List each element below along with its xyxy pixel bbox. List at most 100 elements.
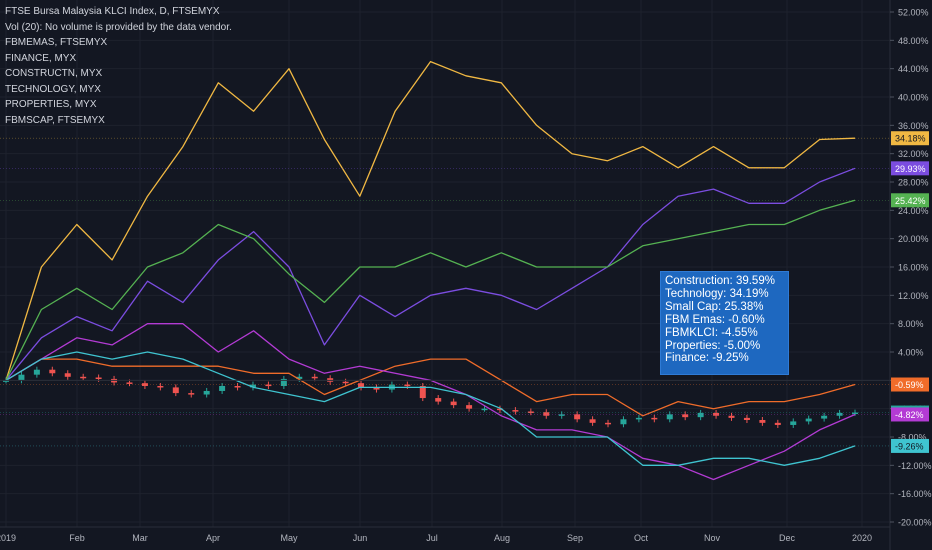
candle-body xyxy=(682,414,689,418)
candle-body xyxy=(481,408,488,411)
price-label-text: -9.26% xyxy=(895,441,924,451)
candle-body xyxy=(311,376,318,379)
y-tick-label: -12.00% xyxy=(898,461,932,471)
candle-body xyxy=(759,420,766,423)
candle-body xyxy=(404,384,411,387)
price-label-text: 29.93% xyxy=(895,164,926,174)
candle-body xyxy=(697,412,704,418)
y-tick-label: 44.00% xyxy=(898,64,929,74)
construction-line xyxy=(5,60,856,381)
price-label-box xyxy=(891,377,929,392)
annotation-construction: Construction: 39.59% xyxy=(665,275,775,287)
y-tick-label: 4.00% xyxy=(898,348,924,358)
candle-body xyxy=(558,414,565,416)
annotation-small-cap: Small Cap: 25.38% xyxy=(665,300,764,313)
candle-body xyxy=(172,387,179,394)
candle-body xyxy=(95,377,102,379)
legend-technology[interactable]: TECHNOLOGY, MYX xyxy=(5,83,101,95)
candle-body xyxy=(358,383,365,388)
candle-body xyxy=(527,411,534,413)
annotation-finance: Finance: -9.25% xyxy=(665,352,749,365)
x-tick-label: Jun xyxy=(353,533,368,543)
legend-main-symbol[interactable]: FTSE Bursa Malaysia KLCI Index, D, FTSEM… xyxy=(5,6,220,17)
x-tick-label: Feb xyxy=(69,533,85,543)
candle-body xyxy=(574,414,581,420)
price-labels: 34.18%29.93%25.42%-0.59%-4.55%-4.82%-9.2… xyxy=(0,131,929,453)
candle-body xyxy=(33,369,40,375)
candle-body xyxy=(80,376,87,379)
x-tick-label: May xyxy=(280,533,298,543)
annotation-fbm-emas: FBM Emas: -0.60% xyxy=(665,313,765,326)
klci-candles xyxy=(3,366,858,428)
x-tick-label: Jul xyxy=(426,533,438,543)
y-tick-label: 20.00% xyxy=(898,234,929,244)
candle-body xyxy=(450,401,457,406)
y-axis-ticks[interactable]: 52.00% 48.00% 44.00% 40.00% 36.00% 32.00% 28.0… xyxy=(890,8,932,528)
candle-body xyxy=(635,417,642,420)
candle-body xyxy=(466,405,473,409)
y-tick-label: 48.00% xyxy=(898,36,929,46)
candle-body xyxy=(743,417,750,420)
performance-annotation[interactable]: Construction: 39.59% Technology: 34.19% … xyxy=(660,271,789,375)
legend-fbmscap[interactable]: FBMSCAP, FTSEMYX xyxy=(5,114,105,126)
technology-line xyxy=(5,167,856,381)
candle-body xyxy=(496,408,503,411)
price-label-box xyxy=(891,438,929,453)
x-tick-label: 2019 xyxy=(0,533,16,543)
price-label-text: -4.82% xyxy=(895,410,924,420)
candle-body xyxy=(651,417,658,420)
x-tick-label: 2020 xyxy=(852,533,872,543)
legend: FTSE Bursa Malaysia KLCI Index, D, FTSEM… xyxy=(5,4,232,128)
legend-finance[interactable]: FINANCE, MYX xyxy=(5,52,77,64)
y-tick-label: -20.00% xyxy=(898,518,932,528)
series-lines xyxy=(5,60,856,481)
x-tick-label: Dec xyxy=(779,533,796,543)
price-label-text: 25.42% xyxy=(895,196,926,206)
candle-body xyxy=(234,386,241,388)
candle-body xyxy=(589,419,596,423)
candle-body xyxy=(419,386,426,399)
y-tick-label: 12.00% xyxy=(898,291,929,301)
y-tick-label: 36.00% xyxy=(898,121,929,131)
candle-body xyxy=(126,382,133,384)
candle-body xyxy=(852,412,858,415)
legend-fbmemas[interactable]: FBMEMAS, FTSEMYX xyxy=(5,37,108,48)
candle-body xyxy=(728,415,735,418)
legend-volume[interactable]: Vol (20): No volume is provided by the d… xyxy=(5,21,232,33)
candle-body xyxy=(157,386,164,388)
annotation-technology: Technology: 34.19% xyxy=(665,287,769,300)
price-label-box xyxy=(891,161,929,176)
price-label-box xyxy=(891,131,929,146)
y-tick-label: 32.00% xyxy=(898,149,929,159)
candle-body xyxy=(543,412,550,416)
candle-body xyxy=(64,373,71,377)
y-tick-label: 28.00% xyxy=(898,178,929,188)
price-label-text: 34.18% xyxy=(895,134,926,144)
price-label-text: -0.59% xyxy=(895,380,924,390)
candle-body xyxy=(666,414,673,420)
x-tick-label: Sep xyxy=(567,533,583,543)
annotation-fbmklci: FBMKLCI: -4.55% xyxy=(665,326,758,339)
x-axis-ticks[interactable]: 2019 Feb Mar Apr May Jun Jul Aug Sep Oct Nov Dec 202… xyxy=(0,533,872,543)
y-tick-label: 24.00% xyxy=(898,206,929,216)
legend-properties[interactable]: PROPERTIES, MYX xyxy=(5,99,97,110)
x-tick-label: Mar xyxy=(132,533,148,543)
x-tick-label: Aug xyxy=(494,533,510,543)
price-label-box xyxy=(891,193,929,208)
candle-body xyxy=(3,380,9,382)
candle-body xyxy=(620,419,627,425)
candle-body xyxy=(821,415,828,419)
candle-body xyxy=(713,412,720,416)
y-tick-label: 16.00% xyxy=(898,263,929,273)
candle-body xyxy=(836,412,843,416)
candle-body xyxy=(790,421,797,425)
candle-body xyxy=(249,384,256,388)
fbm-emas-line xyxy=(5,358,856,417)
annotation-properties: Properties: -5.00% xyxy=(665,339,761,352)
x-tick-label: Oct xyxy=(634,533,649,543)
candle-body xyxy=(605,422,612,425)
y-tick-label: 52.00% xyxy=(898,8,929,18)
legend-construction[interactable]: CONSTRUCTN, MYX xyxy=(5,68,103,79)
candle-body xyxy=(512,410,519,412)
